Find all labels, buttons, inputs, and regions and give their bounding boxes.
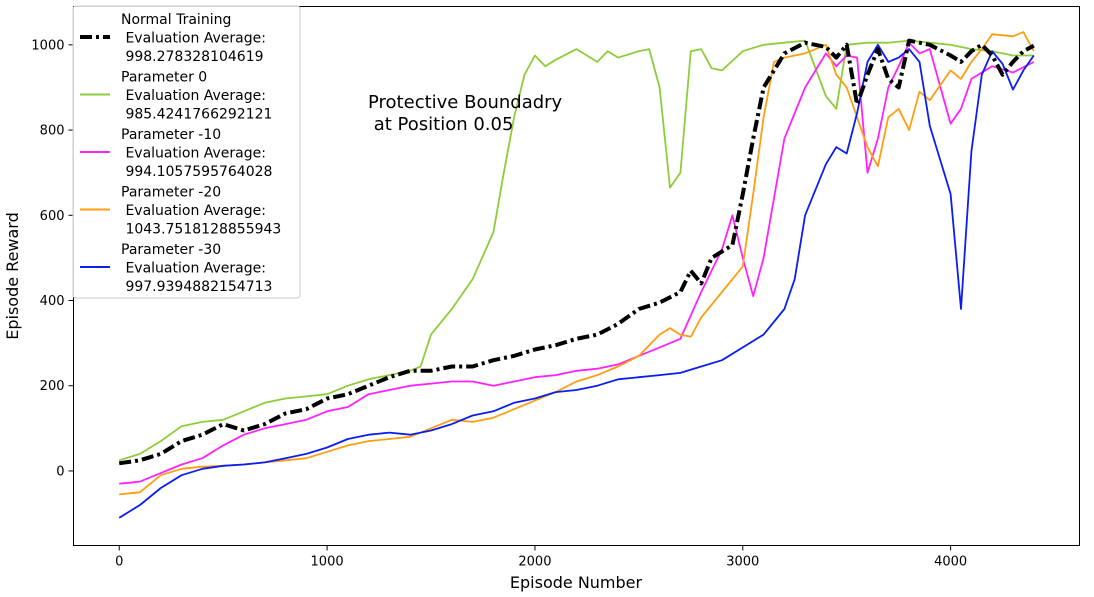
legend-label-1: Parameter 0 Evaluation Average: 985.4241… xyxy=(121,70,272,123)
x-tick-label: 3000 xyxy=(726,555,759,570)
y-axis-label: Episode Reward xyxy=(3,212,22,340)
legend-box xyxy=(72,5,301,299)
series-line-2 xyxy=(119,41,1035,485)
annotation-line-1: Protective Boundadry xyxy=(368,92,563,113)
annotation-line-2: at Position 0.05 xyxy=(368,114,513,135)
series-line-3 xyxy=(119,31,1035,496)
x-axis-label: Episode Number xyxy=(510,573,643,592)
y-tick-label: 0 xyxy=(56,464,64,479)
x-tick-label: 1000 xyxy=(311,555,344,570)
y-tick-label: 600 xyxy=(40,209,65,224)
x-tick-label: 0 xyxy=(115,555,123,570)
y-tick-label: 200 xyxy=(40,379,65,394)
legend-label-0: Normal Training Evaluation Average: 998.… xyxy=(121,12,266,65)
legend-label-4: Parameter -30 Evaluation Average: 997.93… xyxy=(121,242,272,295)
legend-label-2: Parameter -10 Evaluation Average: 994.10… xyxy=(121,127,272,180)
series-line-4 xyxy=(118,43,1035,519)
legend: Normal Training Evaluation Average: 998.… xyxy=(72,5,301,299)
x-tick-label: 2000 xyxy=(518,555,551,570)
y-tick-label: 400 xyxy=(40,294,65,309)
annotation: Protective Boundadry at Position 0.05 xyxy=(368,92,563,135)
x-tick-label: 4000 xyxy=(934,555,967,570)
y-tick-label: 1000 xyxy=(31,38,64,53)
series-layer xyxy=(118,31,1035,519)
y-axis: 0 200 400 600 800 1000 xyxy=(31,38,74,479)
legend-label-3: Parameter -20 Evaluation Average: 1043.7… xyxy=(121,185,281,238)
y-tick-label: 800 xyxy=(40,124,65,139)
x-axis: 0 1000 2000 3000 4000 xyxy=(115,545,967,570)
series-line-0 xyxy=(118,38,1035,466)
